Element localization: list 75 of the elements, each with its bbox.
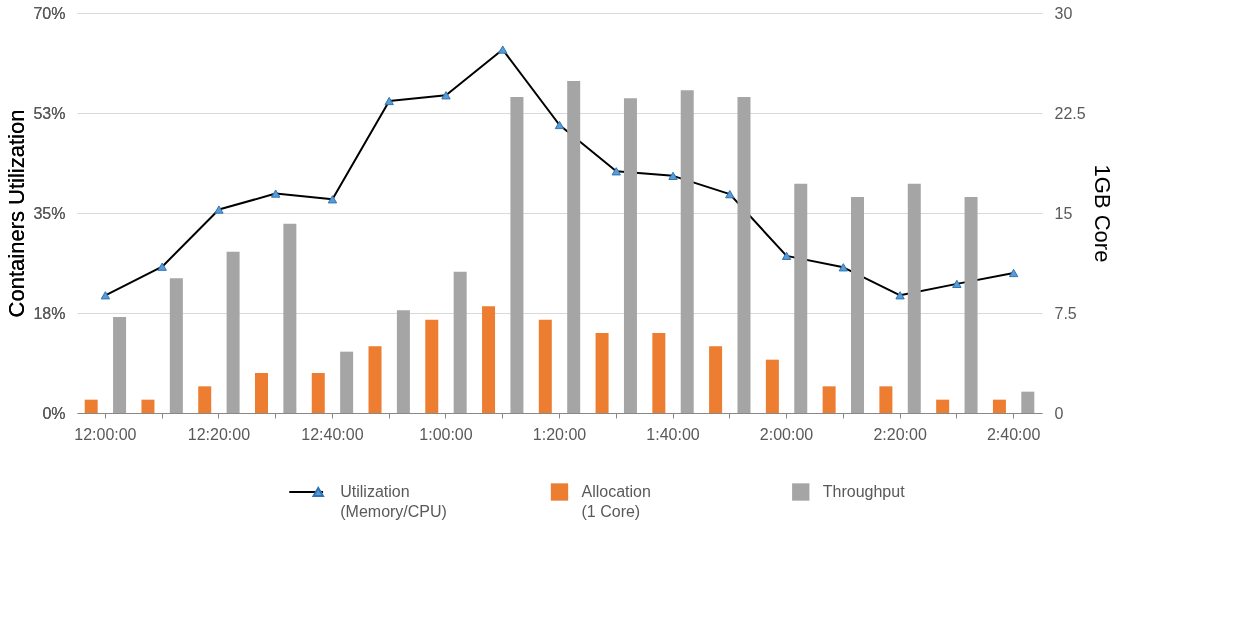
y2-tick-label: 0 (1054, 404, 1064, 422)
point (725, 190, 735, 199)
x-tick-label: 2:20:00 (873, 425, 927, 443)
y2-tick-label: 30 (1054, 4, 1073, 22)
bar (226, 251, 240, 413)
bar (453, 271, 467, 413)
y2-axis-title: 1GB Core (1089, 164, 1115, 263)
point (611, 167, 621, 176)
bar (765, 359, 779, 413)
bar (709, 346, 723, 413)
bar (652, 333, 666, 413)
bar (113, 317, 127, 413)
bar (992, 399, 1006, 413)
x-tick-label: 12:40:00 (301, 425, 364, 443)
bar (964, 197, 978, 413)
bar (425, 319, 439, 413)
bar (84, 399, 98, 413)
y-tick-label: 18% (33, 304, 66, 322)
point (952, 279, 962, 288)
y-tick-label: 0% (42, 404, 66, 422)
legend-label: Throughput (822, 483, 906, 500)
x-tick-label: 12:00:00 (74, 425, 137, 443)
bar (368, 346, 382, 413)
bar (169, 278, 183, 413)
bar (907, 183, 921, 413)
y-tick-label: 35% (33, 204, 66, 222)
point (157, 262, 167, 271)
point (498, 45, 508, 54)
bar (822, 386, 836, 413)
bar (794, 183, 808, 413)
point (895, 291, 905, 300)
bar (482, 306, 496, 413)
bar (623, 98, 637, 413)
point (781, 251, 792, 260)
y-axis-title: Containers Utilization (4, 109, 30, 318)
bar (198, 386, 212, 413)
bar (283, 223, 297, 413)
x-tick-label: 1:20:00 (532, 425, 587, 443)
bar (510, 97, 524, 413)
bar (737, 97, 751, 413)
bar (254, 373, 268, 413)
point (441, 91, 451, 100)
point (668, 171, 678, 180)
x-tick-label: 1:40:00 (646, 425, 700, 443)
y2-tick-label: 15 (1054, 204, 1073, 222)
bar (851, 197, 865, 413)
legend-label: Utilization (Memory/CPU) (340, 483, 447, 520)
bar (567, 81, 581, 413)
x-tick-label: 12:20:00 (187, 425, 251, 443)
legend-label: Allocation (1 Core) (581, 483, 651, 520)
bar (595, 333, 609, 413)
bar (311, 373, 325, 413)
point (384, 96, 394, 106)
bar (936, 399, 950, 413)
x-tick-label: 2:00:00 (759, 425, 814, 443)
x-tick-label: 2:40:00 (986, 425, 1041, 443)
point (838, 263, 849, 272)
y-tick-label: 53% (33, 104, 66, 122)
x-tick-label: 1:00:00 (419, 425, 473, 443)
bar (1021, 391, 1035, 413)
point (327, 195, 338, 204)
y2-tick-label: 22.5 (1054, 104, 1086, 122)
point (1008, 268, 1019, 278)
bar (879, 386, 893, 413)
bar (680, 90, 694, 413)
point (270, 189, 281, 198)
bar (538, 319, 552, 413)
bar (340, 351, 354, 413)
y2-tick-label: 7.5 (1054, 304, 1077, 322)
y-tick-label: 70% (33, 4, 66, 22)
bar (396, 310, 410, 413)
bar (141, 399, 155, 413)
point (214, 205, 224, 214)
point (554, 120, 565, 130)
point (100, 291, 111, 300)
